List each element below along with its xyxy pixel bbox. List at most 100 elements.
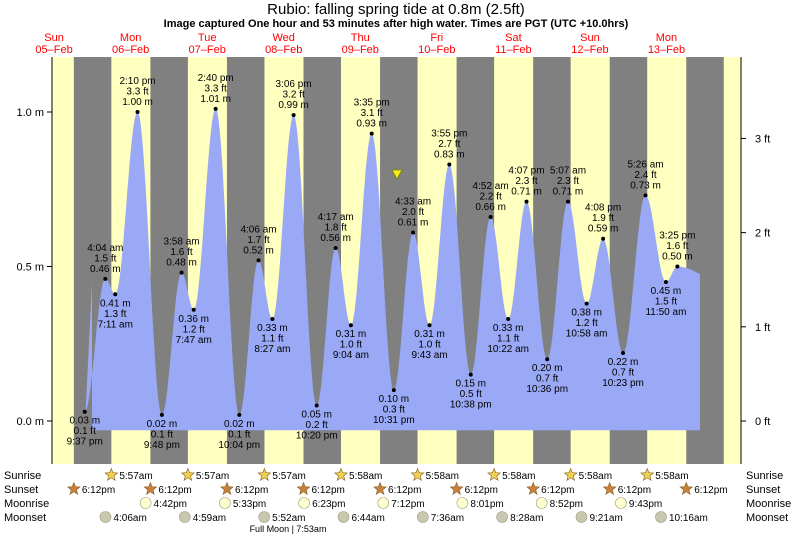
moonset-icon: [99, 511, 112, 523]
tide-point: [643, 193, 648, 198]
moonset-icon: [178, 511, 191, 523]
y-tick-label-left: 1.0 m: [16, 107, 44, 119]
tide-label: 7:11 am: [98, 319, 133, 330]
row-label-left: Sunrise: [4, 470, 41, 482]
tide-label: 0.52 m: [243, 245, 274, 256]
astro-time: 6:12pm: [694, 485, 727, 496]
tide-label: 1.01 m: [200, 94, 231, 105]
tide-point: [179, 270, 184, 275]
astro-time: 7:36am: [431, 513, 464, 524]
moonset-icon: [496, 511, 508, 523]
tide-label: 1.5 ft: [94, 253, 116, 264]
tide-label: 10:23 pm: [602, 378, 644, 389]
tide-label: 0.05 m: [301, 410, 332, 421]
tide-label: 5:07 am: [550, 166, 586, 177]
sunset-icon: [373, 481, 387, 495]
tide-point: [545, 357, 550, 362]
tide-label: 3:55 pm: [431, 129, 467, 140]
tide-label: 1.8 ft: [325, 222, 347, 233]
astro-time: 6:44am: [351, 513, 384, 524]
astro-time: 5:58am: [349, 471, 382, 482]
tide-point: [256, 258, 261, 263]
day-name: Sun: [580, 32, 600, 44]
tide-label: 2.0 ft: [402, 207, 424, 218]
tide-label: 0.73 m: [630, 180, 661, 191]
tide-label: 0.7 ft: [612, 368, 634, 379]
tide-point: [291, 113, 296, 118]
day-name: Mon: [656, 32, 677, 44]
tide-label: 10:58 am: [566, 329, 608, 340]
tide-label: 10:20 pm: [296, 431, 338, 442]
tide-label: 1.5 ft: [655, 296, 677, 307]
moonset-icon: [258, 511, 270, 523]
sunset-icon: [679, 481, 694, 495]
moonset-icon: [655, 511, 667, 523]
chart-subtitle: Image captured One hour and 53 minutes a…: [164, 18, 629, 30]
tide-label: 7:47 am: [176, 335, 212, 346]
axes: 0.0 m 0.5 m 1.0 m 0 ft 1 ft 2 ft 3 ft: [16, 57, 770, 464]
astro-time: 5:57am: [119, 471, 152, 482]
sunrise-icon: [563, 467, 578, 481]
tide-label: 9:37 pm: [67, 437, 103, 448]
astro-time: 4:42pm: [154, 499, 187, 510]
tide-label: 2.3 ft: [515, 176, 537, 187]
tide-label: 0.33 m: [257, 323, 288, 334]
day-date: 13–Feb: [648, 44, 685, 56]
astro-time: 6:12pm: [158, 485, 191, 496]
tide-label: 4:17 am: [318, 212, 354, 223]
day-date: 06–Feb: [112, 44, 149, 56]
y-tick-label-right: 1 ft: [755, 322, 770, 334]
row-label-left: Moonrise: [4, 498, 49, 510]
tide-point: [333, 245, 338, 250]
tide-label: 1.2 ft: [576, 318, 598, 329]
astro-time: 6:12pm: [541, 485, 574, 496]
astro-time: 4:59am: [193, 513, 226, 524]
day-name: Wed: [273, 32, 295, 44]
day-name: Thu: [351, 32, 370, 44]
astro-time: 6:12pm: [235, 485, 268, 496]
moonset-icon: [416, 511, 429, 523]
tide-point: [191, 307, 196, 312]
tide-point: [427, 323, 432, 328]
tide-point: [675, 264, 680, 269]
tide-label: 0.5 ft: [460, 389, 482, 400]
tide-label: 0.31 m: [336, 329, 367, 340]
sunset-icon: [296, 481, 311, 495]
tide-point: [103, 276, 108, 281]
moonrise-icon: [139, 497, 152, 509]
tide-point: [314, 403, 319, 408]
sunset-icon: [602, 481, 617, 495]
day-date: 07–Feb: [189, 44, 226, 56]
row-label-right: Sunrise: [746, 470, 783, 482]
astro-time: 5:57am: [272, 471, 305, 482]
sunset-icon: [143, 481, 158, 495]
tide-label: 0.22 m: [608, 357, 639, 368]
tide-label: 0.59 m: [588, 224, 619, 235]
sunset-icon: [66, 481, 81, 495]
tide-point: [411, 230, 416, 235]
tide-point: [488, 215, 493, 220]
day-date: 08–Feb: [265, 44, 302, 56]
tide-point: [82, 409, 87, 414]
y-tick-label-left: 0.5 m: [16, 262, 44, 274]
day-name: Tue: [198, 32, 217, 44]
tide-label: 10:31 pm: [373, 415, 415, 426]
tide-label: 3:25 pm: [659, 231, 695, 242]
moonrise-icon: [535, 497, 548, 509]
row-label-left: Sunset: [4, 484, 38, 496]
astro-time: 5:58am: [579, 471, 612, 482]
tide-label: 10:04 pm: [218, 440, 260, 451]
tide-label: 0.48 m: [166, 258, 197, 269]
day-name: Sat: [505, 32, 522, 44]
tide-label: 9:43 am: [411, 350, 447, 361]
day-name: Fri: [430, 32, 443, 44]
tide-label: 4:04 am: [87, 243, 123, 254]
tide-label: 0.02 m: [224, 419, 255, 430]
tide-label: 3:58 am: [163, 237, 199, 248]
y-tick-label-left: 0.0 m: [16, 416, 44, 428]
astronomy-rows: Sunrise Sunrise Sunset Sunset Moonrise Moonri…: [4, 467, 791, 534]
tide-point: [601, 236, 606, 241]
astro-time: 6:12pm: [388, 485, 421, 496]
tide-label: 2.7 ft: [438, 139, 460, 150]
tide-label: 0.1 ft: [151, 429, 173, 440]
